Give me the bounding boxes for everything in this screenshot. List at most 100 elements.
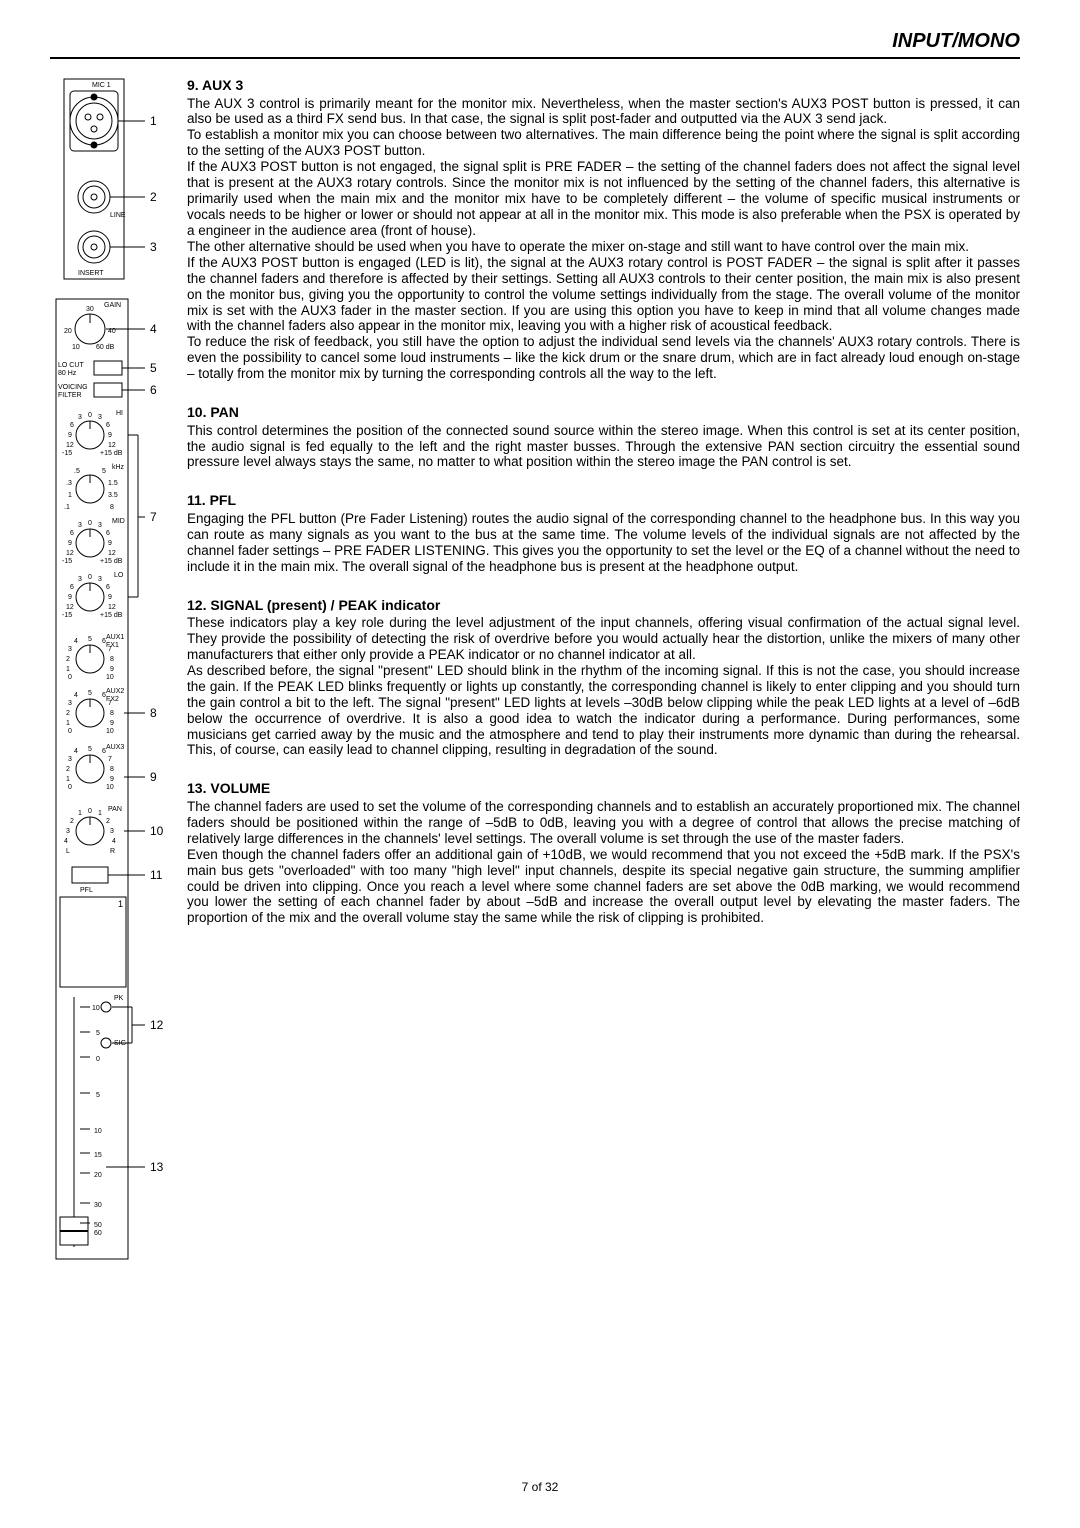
svg-text:1: 1: [118, 899, 123, 909]
para: The AUX 3 control is primarily meant for…: [187, 96, 1020, 128]
svg-text:PFL: PFL: [80, 887, 93, 894]
svg-text:80 Hz: 80 Hz: [58, 370, 77, 377]
svg-text:VOICING: VOICING: [58, 384, 88, 391]
svg-text:4: 4: [150, 322, 157, 336]
svg-text:-15: -15: [62, 612, 72, 619]
section-title: 9. AUX 3: [187, 77, 1020, 94]
svg-text:3: 3: [68, 646, 72, 653]
svg-text:6: 6: [70, 530, 74, 537]
svg-text:-15: -15: [62, 450, 72, 457]
page-footer: 7 of 32: [0, 1480, 1080, 1494]
section-signal-peak: 12. SIGNAL (present) / PEAK indicator Th…: [187, 597, 1020, 759]
svg-text:5: 5: [150, 361, 157, 375]
svg-text:6: 6: [102, 748, 106, 755]
svg-text:15: 15: [94, 1152, 102, 1159]
svg-text:1: 1: [78, 810, 82, 817]
svg-text:0: 0: [88, 574, 92, 581]
para: If the AUX3 POST button is not engaged, …: [187, 159, 1020, 239]
svg-text:10: 10: [92, 1005, 100, 1012]
svg-text:12: 12: [108, 442, 116, 449]
svg-text:AUX3: AUX3: [106, 744, 124, 751]
mic-label: MIC 1: [92, 82, 111, 89]
svg-text:9: 9: [68, 594, 72, 601]
svg-text:7: 7: [108, 700, 112, 707]
svg-text:0: 0: [96, 1056, 100, 1063]
section-pfl: 11. PFL Engaging the PFL button (Pre Fad…: [187, 492, 1020, 574]
svg-text:7: 7: [150, 510, 157, 524]
para: Engaging the PFL button (Pre Fader Liste…: [187, 511, 1020, 575]
para: To establish a monitor mix you can choos…: [187, 127, 1020, 159]
svg-text:7: 7: [108, 756, 112, 763]
svg-text:+15 dB: +15 dB: [100, 558, 123, 565]
svg-text:6: 6: [102, 638, 106, 645]
svg-text:3: 3: [78, 414, 82, 421]
svg-text:6: 6: [102, 692, 106, 699]
svg-text:+15 dB: +15 dB: [100, 612, 123, 619]
svg-text:L: L: [66, 848, 70, 855]
svg-text:2: 2: [106, 818, 110, 825]
svg-text:20: 20: [94, 1172, 102, 1179]
svg-text:kHz: kHz: [112, 464, 125, 471]
svg-text:3: 3: [110, 828, 114, 835]
svg-text:6: 6: [70, 422, 74, 429]
svg-text:10: 10: [106, 784, 114, 791]
svg-text:8: 8: [110, 766, 114, 773]
svg-text:6: 6: [106, 584, 110, 591]
svg-text:LO: LO: [114, 572, 124, 579]
svg-text:LO CUT: LO CUT: [58, 362, 84, 369]
para: As described before, the signal "present…: [187, 663, 1020, 759]
svg-text:1: 1: [66, 776, 70, 783]
svg-text:0: 0: [68, 728, 72, 735]
svg-text:5: 5: [96, 1092, 100, 1099]
svg-text:12: 12: [66, 604, 74, 611]
svg-text:6: 6: [106, 530, 110, 537]
svg-text:8: 8: [150, 706, 157, 720]
svg-text:3: 3: [66, 828, 70, 835]
svg-text:0: 0: [88, 412, 92, 419]
svg-text:30: 30: [86, 306, 94, 313]
page-header: INPUT/MONO: [892, 30, 1020, 52]
section-volume: 13. VOLUME The channel faders are used t…: [187, 780, 1020, 926]
svg-text:13: 13: [150, 1160, 164, 1174]
svg-text:7: 7: [108, 646, 112, 653]
svg-text:9: 9: [108, 432, 112, 439]
svg-text:5: 5: [96, 1030, 100, 1037]
para: Even though the channel faders offer an …: [187, 847, 1020, 927]
svg-text:2: 2: [150, 190, 157, 204]
svg-text:2: 2: [70, 818, 74, 825]
svg-text:AUX2: AUX2: [106, 688, 124, 695]
svg-text:5: 5: [88, 636, 92, 643]
svg-text:2: 2: [66, 766, 70, 773]
svg-text:6: 6: [150, 383, 157, 397]
svg-text:9: 9: [150, 770, 157, 784]
para: This control determines the position of …: [187, 423, 1020, 471]
para: These indicators play a key role during …: [187, 615, 1020, 663]
svg-text:3: 3: [68, 700, 72, 707]
svg-text:3: 3: [68, 756, 72, 763]
svg-text:8: 8: [110, 656, 114, 663]
para: The other alternative should be used whe…: [187, 239, 1020, 255]
svg-text:MID: MID: [112, 518, 125, 525]
svg-text:10: 10: [94, 1128, 102, 1135]
section-title: 13. VOLUME: [187, 780, 1020, 797]
para: To reduce the risk of feedback, you stil…: [187, 334, 1020, 382]
svg-text:9: 9: [110, 720, 114, 727]
svg-text:4: 4: [74, 692, 78, 699]
svg-text:2: 2: [66, 656, 70, 663]
svg-text:1: 1: [66, 720, 70, 727]
svg-text:INSERT: INSERT: [78, 270, 104, 277]
svg-text:5: 5: [88, 746, 92, 753]
svg-text:R: R: [110, 848, 115, 855]
svg-text:12: 12: [108, 550, 116, 557]
svg-text:9: 9: [108, 594, 112, 601]
svg-text:10: 10: [72, 344, 80, 351]
svg-text:0: 0: [88, 520, 92, 527]
svg-text:0: 0: [68, 674, 72, 681]
svg-text:PAN: PAN: [108, 806, 122, 813]
channel-strip-diagram: MIC 1 1 LINE 2: [50, 77, 165, 1362]
svg-text:10: 10: [106, 728, 114, 735]
svg-text:8: 8: [110, 710, 114, 717]
svg-text:4: 4: [74, 638, 78, 645]
svg-text:PK: PK: [114, 995, 124, 1002]
svg-text:12: 12: [66, 550, 74, 557]
